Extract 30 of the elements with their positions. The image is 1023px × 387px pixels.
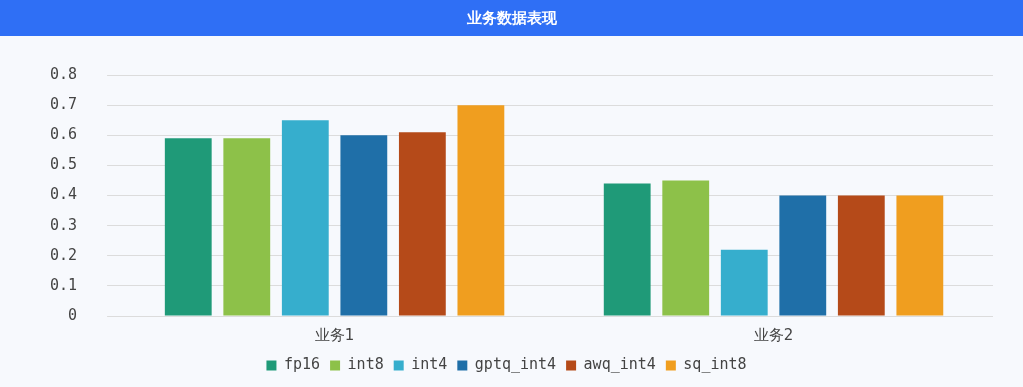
x-tick-label: 业务1: [314, 325, 355, 344]
bar: [837, 195, 885, 316]
bar: [603, 183, 651, 316]
legend-label: fp16: [283, 355, 321, 374]
bar: [457, 105, 505, 316]
bar: [164, 138, 212, 316]
bar: [720, 249, 768, 316]
legend-label: gptq_int4: [474, 355, 557, 374]
bar: [779, 195, 827, 316]
bar: [896, 195, 944, 316]
bar: [340, 135, 388, 316]
y-tick-label: 0.6: [50, 125, 78, 144]
y-tick-label: 0.2: [50, 245, 78, 264]
bar: [223, 138, 271, 316]
legend-label: int8: [347, 355, 384, 374]
bar: [281, 120, 329, 316]
bar: [662, 180, 710, 316]
legend-label: sq_int8: [683, 355, 747, 374]
x-tick-label: 业务2: [753, 325, 794, 344]
legend-label: awq_int4: [583, 355, 656, 374]
y-tick-label: 0.7: [50, 95, 78, 114]
y-tick-label: 0.1: [50, 275, 78, 294]
y-tick-label: 0: [68, 305, 78, 324]
y-tick-label: 0.4: [50, 185, 78, 204]
y-tick-label: 0.5: [50, 155, 78, 174]
y-tick-label: 0.8: [50, 64, 78, 83]
bar: [398, 132, 446, 316]
chart-title: 业务数据表现: [0, 0, 1023, 36]
y-tick-label: 0.3: [50, 215, 78, 234]
legend-label: int4: [411, 355, 448, 374]
